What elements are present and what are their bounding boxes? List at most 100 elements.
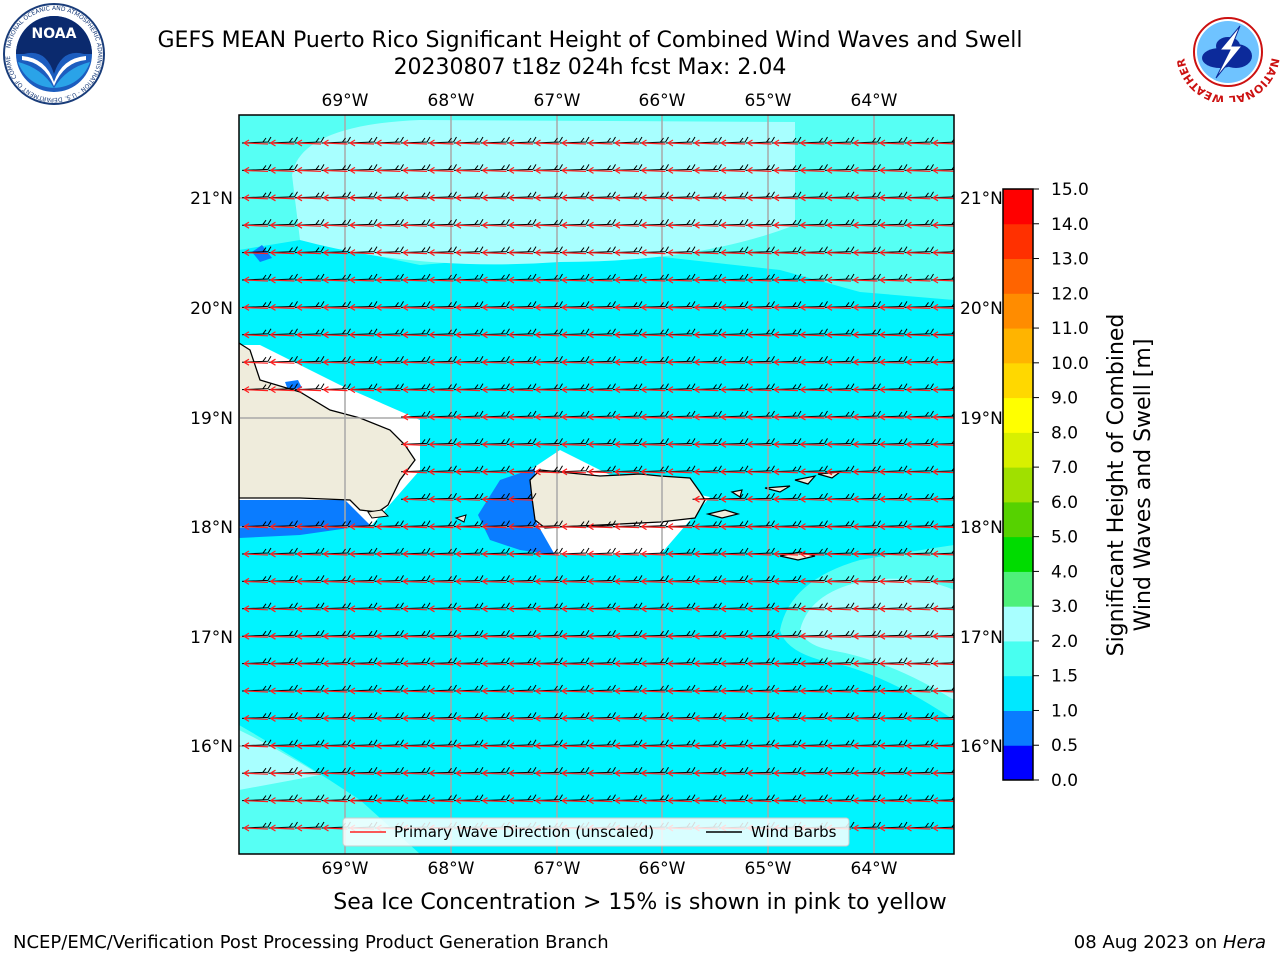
wave-direction-arrow — [879, 824, 905, 832]
wave-direction-arrow — [482, 550, 507, 558]
wave-direction-arrow — [588, 413, 613, 421]
colorbar-tick-label: 0.0 — [1051, 771, 1078, 791]
wave-direction-arrow — [906, 742, 931, 750]
wave-direction-arrow — [853, 468, 878, 476]
wave-direction-arrow — [508, 769, 534, 777]
wave-direction-arrow — [270, 797, 295, 805]
wave-direction-arrow — [429, 632, 454, 640]
wave-direction-arrow — [455, 660, 481, 668]
wave-direction-arrow — [614, 303, 640, 311]
wave-direction-arrow — [429, 687, 454, 695]
lon-label-bottom: 67°W — [534, 859, 581, 879]
wave-direction-arrow — [455, 605, 481, 613]
wave-direction-arrow — [773, 139, 799, 147]
wave-direction-arrow — [879, 166, 905, 174]
wave-direction-arrow — [826, 303, 852, 311]
wave-direction-arrow — [323, 632, 348, 640]
colorbar-tick-label: 4.0 — [1051, 562, 1078, 582]
wave-direction-arrow — [932, 468, 954, 476]
wave-direction-arrow — [747, 440, 772, 448]
footer-credit: NCEP/EMC/Verification Post Processing Pr… — [13, 932, 609, 953]
wave-direction-arrow — [773, 495, 799, 503]
wave-direction-arrow — [747, 331, 772, 339]
lon-label-top: 68°W — [428, 91, 475, 111]
wave-direction-arrow — [932, 797, 954, 805]
lat-label-right: 21°N — [960, 189, 1003, 209]
wave-direction-arrow — [614, 440, 640, 448]
colorbar-swatch — [1003, 571, 1033, 607]
wave-direction-arrow — [853, 742, 878, 750]
lon-label-bottom: 68°W — [428, 859, 475, 879]
wave-direction-arrow — [535, 468, 560, 476]
wave-direction-arrow — [323, 523, 348, 531]
wave-direction-arrow — [800, 386, 825, 394]
wave-direction-arrow — [588, 550, 613, 558]
wave-direction-arrow — [694, 194, 719, 202]
wave-direction-arrow — [402, 276, 428, 284]
colorbar-tick-label: 14.0 — [1051, 215, 1089, 235]
wave-direction-arrow — [402, 139, 428, 147]
wave-direction-arrow — [588, 769, 613, 777]
wave-direction-arrow — [694, 166, 719, 174]
wave-direction-arrow — [429, 440, 454, 448]
wave-direction-arrow — [826, 687, 852, 695]
wave-direction-arrow — [270, 550, 295, 558]
wave-direction-arrow — [667, 221, 693, 229]
wave-direction-arrow — [323, 714, 348, 722]
wave-direction-arrow — [773, 714, 799, 722]
wave-direction-arrow — [694, 413, 719, 421]
wave-direction-arrow — [243, 358, 269, 366]
wave-direction-arrow — [296, 632, 322, 640]
wave-direction-arrow — [667, 523, 693, 531]
wave-direction-arrow — [826, 276, 852, 284]
wave-direction-arrow — [429, 276, 454, 284]
wave-direction-arrow — [243, 605, 269, 613]
wave-direction-arrow — [455, 550, 481, 558]
wave-height-spot-hispaniola-bay — [285, 380, 302, 390]
wave-direction-arrow — [720, 413, 746, 421]
colorbar-tick-label: 8.0 — [1051, 423, 1078, 443]
wave-direction-arrow — [243, 660, 269, 668]
wave-direction-arrow — [826, 632, 852, 640]
wave-direction-arrow — [853, 769, 878, 777]
wave-direction-arrow — [879, 194, 905, 202]
svg-text:Wind Waves and Swell [m]: Wind Waves and Swell [m] — [1131, 339, 1156, 632]
wave-direction-arrow — [508, 358, 534, 366]
wave-direction-arrow — [349, 632, 375, 640]
wave-direction-arrow — [641, 221, 666, 229]
map-frame — [238, 114, 955, 855]
wave-direction-arrow — [508, 797, 534, 805]
wave-direction-arrow — [879, 331, 905, 339]
lon-label-top: 67°W — [534, 91, 581, 111]
lat-label-right: 20°N — [960, 299, 1003, 319]
wave-height-zone-mona-west — [239, 500, 370, 538]
wave-direction-arrow — [747, 605, 772, 613]
wave-direction-arrow — [747, 303, 772, 311]
wave-direction-arrow — [853, 523, 878, 531]
wave-direction-arrow — [720, 276, 746, 284]
lon-label-bottom: 64°W — [851, 859, 898, 879]
wave-direction-arrow — [853, 797, 878, 805]
wave-direction-arrow — [349, 221, 375, 229]
lon-label-bottom: 65°W — [745, 859, 792, 879]
wave-direction-arrow — [482, 577, 507, 585]
wave-direction-arrow — [667, 139, 693, 147]
wave-direction-arrow — [296, 139, 322, 147]
wave-direction-arrow — [720, 194, 746, 202]
wave-direction-arrow — [932, 769, 954, 777]
wave-direction-arrow — [323, 605, 348, 613]
map-axis-labels: 69°W 68°W 67°W 66°W 65°W 64°W 69°W 68°W … — [190, 91, 1003, 879]
wave-direction-arrow — [853, 660, 878, 668]
wave-direction-arrow — [455, 166, 481, 174]
wave-direction-arrow — [879, 358, 905, 366]
wave-direction-arrow — [243, 331, 269, 339]
wave-direction-arrow — [323, 276, 348, 284]
wave-direction-arrow — [535, 331, 560, 339]
wave-direction-arrow — [402, 742, 428, 750]
wave-direction-arrow — [270, 824, 295, 832]
wave-direction-arrow — [588, 386, 613, 394]
wave-direction-arrow — [694, 797, 719, 805]
wave-direction-arrow — [773, 632, 799, 640]
wave-direction-arrow — [296, 221, 322, 229]
wave-direction-arrow — [349, 331, 375, 339]
